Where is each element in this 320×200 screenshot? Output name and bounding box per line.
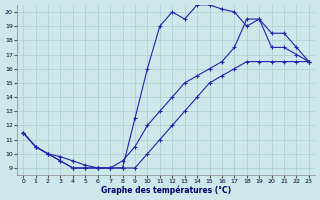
X-axis label: Graphe des températures (°C): Graphe des températures (°C) (101, 186, 231, 195)
